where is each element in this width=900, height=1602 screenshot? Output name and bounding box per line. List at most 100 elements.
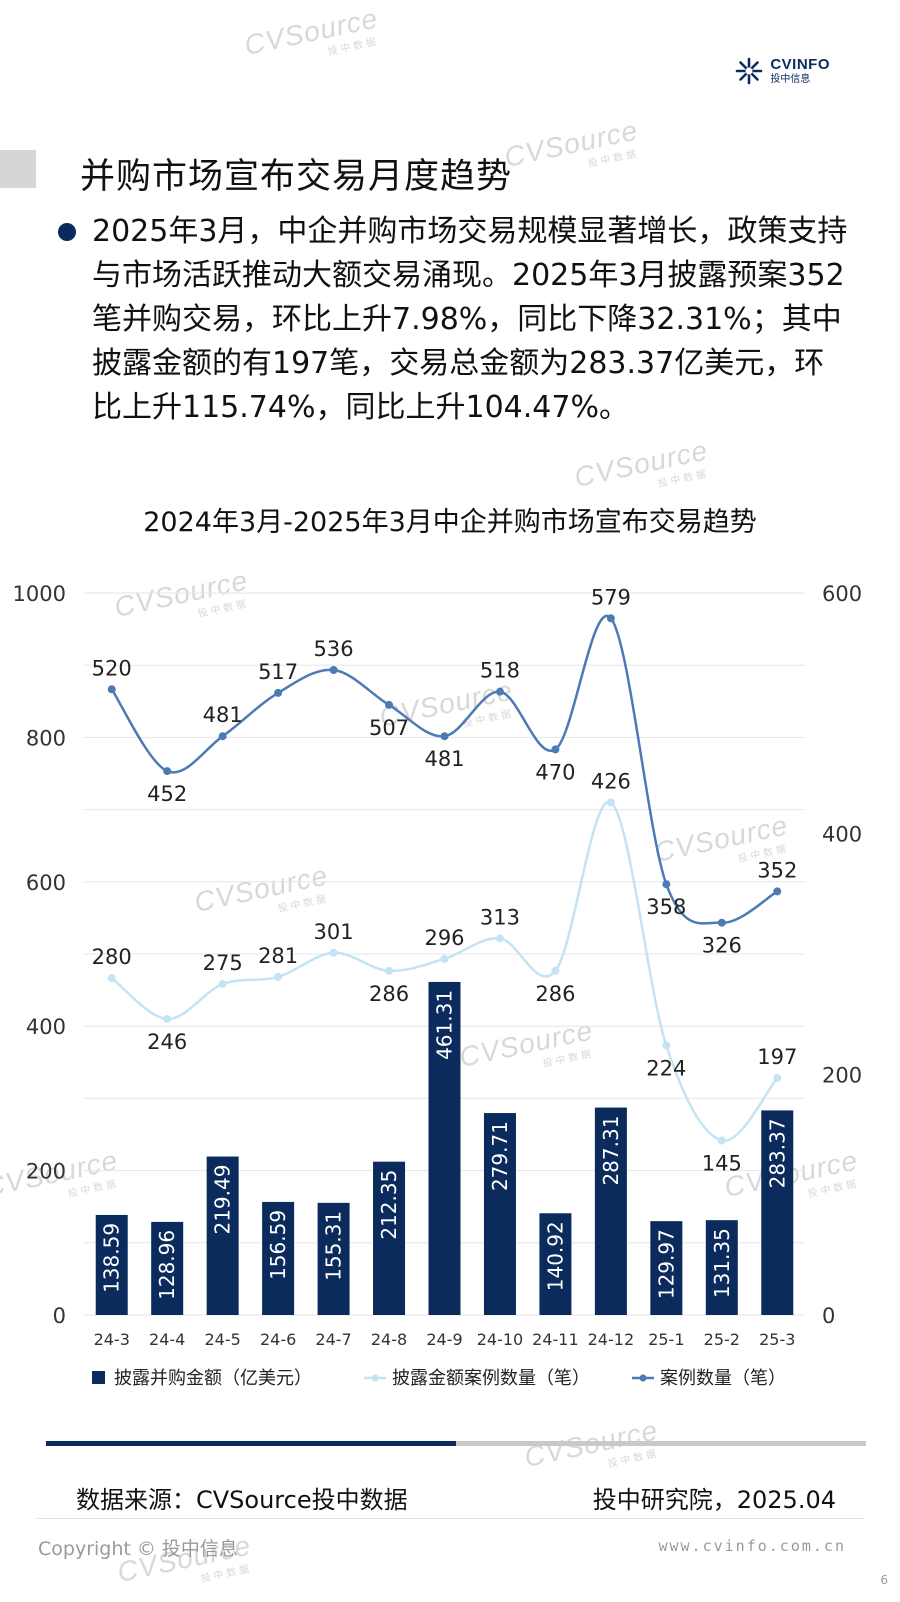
y-left-tick-label: 1000	[13, 582, 66, 606]
amount-cases-point	[107, 974, 116, 983]
bar-amount	[483, 1113, 516, 1315]
y-right-tick-label: 400	[822, 823, 862, 847]
bar-amount	[95, 1214, 128, 1315]
bar-data-label: 140.92	[543, 1221, 567, 1291]
brand-logo: CVINFO 投中信息	[734, 56, 830, 86]
amount-cases-data-label: 313	[480, 905, 520, 929]
amount-cases-point	[440, 954, 449, 963]
amount-cases-point	[218, 980, 227, 989]
x-tick-label: 24-7	[315, 1330, 351, 1349]
y-left-tick-label: 800	[26, 726, 66, 750]
bar-amount	[317, 1202, 350, 1315]
cases-point	[274, 688, 283, 697]
amount-cases-point	[662, 1041, 671, 1050]
x-tick-label: 25-1	[648, 1330, 684, 1349]
y-left-tick-label: 200	[26, 1160, 66, 1184]
amount-cases-data-label: 145	[702, 1152, 742, 1176]
bar-data-label: 129.97	[654, 1229, 678, 1299]
x-tick-label: 24-9	[426, 1330, 462, 1349]
x-tick-label: 25-3	[759, 1330, 795, 1349]
bar-amount	[705, 1220, 738, 1315]
amount-cases-point	[385, 966, 394, 975]
cases-data-label: 358	[646, 895, 686, 919]
legend-swatch-marker	[639, 1374, 647, 1382]
legend-swatch-marker	[371, 1374, 379, 1382]
amount-cases-data-label: 246	[147, 1030, 187, 1054]
cases-data-label: 536	[314, 637, 354, 661]
cases-data-label: 579	[591, 585, 631, 609]
x-tick-label: 24-10	[477, 1330, 524, 1349]
chart-title: 2024年3月-2025年3月中企并购市场宣布交易趋势	[143, 507, 757, 538]
cases-data-label: 520	[92, 656, 132, 680]
y-left-tick-label: 0	[53, 1304, 66, 1328]
amount-cases-data-label: 280	[92, 945, 132, 969]
amount-cases-point	[717, 1136, 726, 1145]
cases-point	[662, 880, 671, 889]
combo-chart: 0 200 400 600 800 1000 0 200 400 600 24-3 24-4 24-5 2…	[13, 582, 863, 1389]
x-tick-label: 24-8	[371, 1330, 407, 1349]
cases-data-label: 326	[702, 934, 742, 958]
amount-cases-data-label: 296	[424, 926, 464, 950]
y-right-tick-label: 0	[822, 1304, 835, 1328]
bar-amount	[594, 1107, 627, 1315]
bar-data-label: 283.37	[765, 1118, 789, 1188]
cases-data-label: 518	[480, 659, 520, 683]
cases-data-label: 452	[147, 782, 187, 806]
y-right-tick-label: 200	[822, 1063, 862, 1087]
logo-text-en: CVINFO	[770, 56, 830, 73]
page-title: 并购市场宣布交易月度趋势	[80, 157, 513, 197]
y-left-tick-label: 400	[26, 1015, 66, 1039]
bar-data-label: 155.31	[322, 1211, 346, 1281]
amount-cases-data-label: 197	[757, 1045, 797, 1069]
cases-point	[329, 666, 338, 675]
bullet-icon	[58, 223, 76, 241]
bar-amount	[650, 1221, 683, 1315]
sunburst-logo-icon	[736, 57, 763, 85]
bar-data-label: 287.31	[599, 1116, 623, 1186]
legend-label: 披露金额案例数量（笔）	[392, 1368, 590, 1389]
cases-point	[551, 745, 560, 754]
amount-cases-data-label: 281	[258, 944, 298, 968]
copyright: Copyright © 投中信息	[38, 1538, 238, 1560]
y-left-tick-label: 600	[26, 871, 66, 895]
cases-point	[773, 887, 782, 896]
amount-cases-point	[329, 948, 338, 957]
cases-data-label: 517	[258, 660, 298, 684]
bottom-separator	[36, 1518, 864, 1519]
footer-divider	[46, 1441, 866, 1446]
bar-data-label: 128.96	[155, 1230, 179, 1300]
logo-text-cn: 投中信息	[770, 74, 811, 85]
title-accent-bar	[0, 150, 36, 188]
website-link[interactable]: www.cvinfo.com.cn	[658, 1537, 846, 1555]
summary-text: 2025年3月，中企并购市场交易规模显著增长，政策支持与市场活跃推动大额交易涌现…	[92, 214, 848, 425]
cases-point	[218, 732, 227, 741]
x-tick-label: 24-6	[260, 1330, 296, 1349]
bar-amount	[539, 1213, 572, 1315]
cases-data-label: 507	[369, 716, 409, 740]
bar-data-label: 131.35	[710, 1228, 734, 1298]
cases-point	[440, 732, 449, 741]
amount-cases-point	[606, 798, 615, 807]
cases-data-label: 470	[535, 760, 575, 784]
amount-cases-point	[163, 1014, 172, 1023]
x-tick-label: 24-4	[149, 1330, 185, 1349]
bar-data-label: 279.71	[488, 1121, 512, 1191]
amount-cases-point	[773, 1073, 782, 1082]
cases-point	[606, 614, 615, 623]
page-number: 6	[880, 1573, 888, 1587]
bar-data-label: 156.59	[266, 1210, 290, 1280]
footer-divider-accent	[46, 1441, 456, 1446]
bar-data-label: 461.31	[433, 990, 457, 1060]
amount-cases-data-label: 301	[314, 920, 354, 944]
x-tick-label: 24-11	[532, 1330, 579, 1349]
amount-cases-data-label: 286	[535, 982, 575, 1006]
cases-point	[385, 700, 394, 709]
cases-data-label: 481	[424, 747, 464, 771]
bar-data-label: 212.35	[377, 1170, 401, 1240]
amount-cases-data-label: 426	[591, 769, 631, 793]
data-source: 数据来源：CVSource投中数据	[76, 1486, 408, 1514]
y-right-tick-label: 600	[822, 582, 862, 606]
